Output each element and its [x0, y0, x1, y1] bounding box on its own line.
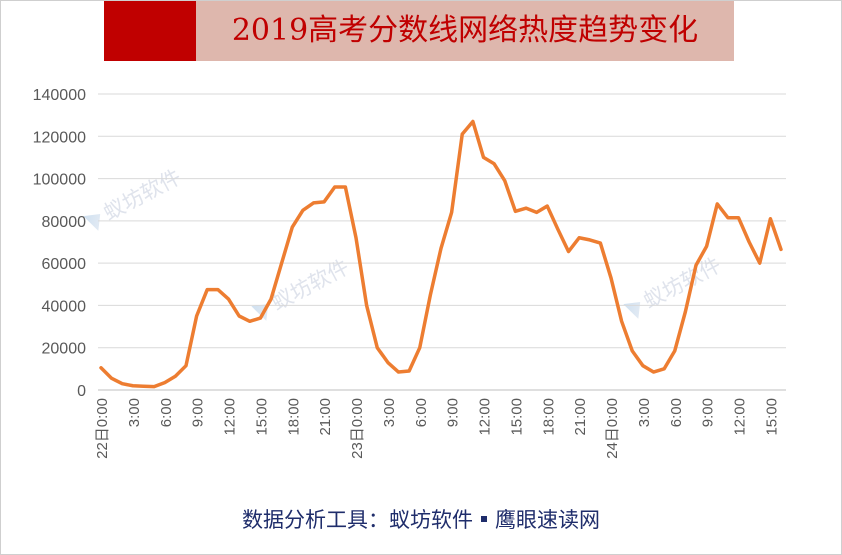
y-tick-label: 140000	[33, 87, 86, 104]
y-tick-label: 100000	[33, 172, 86, 189]
chart-title: 2019高考分数线网络热度趋势变化	[231, 13, 699, 48]
x-tick-label: 12:00	[732, 398, 749, 436]
x-tick-label: 3:00	[381, 398, 398, 427]
footer-brand: 鹰眼速读网	[495, 508, 600, 532]
y-tick-label: 40000	[42, 298, 87, 315]
x-tick-label: 6:00	[158, 398, 175, 427]
x-tick-label: 9:00	[445, 398, 462, 427]
x-tick-label: 21:00	[317, 398, 334, 436]
x-tick-label: 21:00	[572, 398, 589, 436]
x-tick-label: 12:00	[477, 398, 494, 436]
square-bullet-icon	[481, 516, 487, 522]
x-tick-label: 3:00	[636, 398, 653, 427]
x-tick-label: 15:00	[508, 398, 525, 436]
x-tick-label: 6:00	[668, 398, 685, 427]
x-tick-label: 12:00	[222, 398, 239, 436]
footer-source: 数据分析工具：蚁坊软件	[242, 508, 473, 532]
y-tick-label: 80000	[42, 214, 87, 231]
x-tick-label: 9:00	[700, 398, 717, 427]
x-tick-label: 9:00	[190, 398, 207, 427]
x-tick-label: 6:00	[413, 398, 430, 427]
x-tick-label: 3:00	[126, 398, 143, 427]
x-tick-label: 22日0:00	[94, 398, 111, 459]
title-banner	[196, 1, 734, 61]
x-tick-label: 18:00	[540, 398, 557, 436]
x-tick-label: 15:00	[763, 398, 780, 436]
y-tick-label: 20000	[42, 341, 87, 358]
y-tick-label: 0	[77, 383, 86, 400]
x-tick-label: 24日0:00	[604, 398, 621, 459]
series-line	[99, 119, 783, 389]
y-tick-label: 120000	[33, 129, 86, 146]
x-tick-label: 18:00	[285, 398, 302, 436]
y-tick-label: 60000	[42, 256, 87, 273]
x-tick-label: 15:00	[253, 398, 270, 436]
title-accent-block	[104, 1, 196, 61]
x-tick-label: 23日0:00	[349, 398, 366, 459]
footer: 数据分析工具：蚁坊软件 鹰眼速读网	[0, 504, 842, 536]
